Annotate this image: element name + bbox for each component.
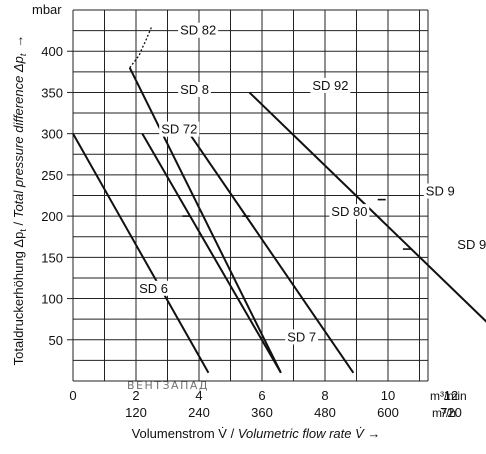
watermark-layer: ВЕНТЗАПАД xyxy=(127,379,209,392)
y-tick-label: 350 xyxy=(41,85,63,100)
x-axis-unit-secondary: m³/h xyxy=(432,406,456,420)
x-tick-label-secondary: 600 xyxy=(377,405,399,420)
series-line-sd-6 xyxy=(72,133,210,374)
y-tick-label: 400 xyxy=(41,44,63,59)
x-axis-label: Volumenstrom V̇ / Volumetric flow rate V… xyxy=(132,426,381,441)
series-line-sd-82 xyxy=(128,67,282,374)
series-label: SD 90 xyxy=(457,237,486,252)
y-axis-label: Totaldruckerhöhung Δpt / Total pressure … xyxy=(11,35,28,366)
y-tick-label: 50 xyxy=(49,333,63,348)
y-axis-unit: mbar xyxy=(32,2,62,17)
series-label: SD 6 xyxy=(139,281,168,296)
axis-layer: 5010015020025030035040002468101214161812… xyxy=(41,44,462,420)
x-tick-label: 8 xyxy=(321,388,328,403)
series-label-bg xyxy=(178,22,219,38)
series-line-sd-92 xyxy=(248,91,486,323)
x-tick-label: 4 xyxy=(195,388,202,403)
series-label-bg xyxy=(310,77,351,93)
series-label: SD 82 xyxy=(180,23,216,38)
x-tick-label-secondary: 480 xyxy=(314,405,336,420)
series-label: SD 72 xyxy=(161,122,197,137)
series-layer xyxy=(72,26,486,374)
x-tick-label: 0 xyxy=(69,388,76,403)
x-tick-label: 12 xyxy=(444,388,458,403)
x-tick-label: 2 xyxy=(132,388,139,403)
x-tick-label: 10 xyxy=(381,388,395,403)
y-tick-label: 150 xyxy=(41,250,63,265)
y-tick-label: 300 xyxy=(41,127,63,142)
series-label-bg xyxy=(423,183,457,199)
grid-layer xyxy=(72,9,429,382)
x-axis-unit-primary: m³/min xyxy=(430,389,467,403)
x-tick-label: 6 xyxy=(258,388,265,403)
x-tick-label-secondary: 120 xyxy=(125,405,147,420)
y-tick-label: 200 xyxy=(41,209,63,224)
label-layer: SD 6 SD 7 SD 72 SD 8 SD 80 SD 82 SD 9 SD 90 SD 9… xyxy=(137,22,486,345)
series-label: SD 7 xyxy=(287,329,316,344)
series-label: SD 80 xyxy=(331,204,367,219)
series-label: SD 9 xyxy=(426,184,455,199)
watermark-text: ВЕНТЗАПАД xyxy=(127,379,209,392)
y-tick-label: 100 xyxy=(41,292,63,307)
series-line-sd-8 xyxy=(188,133,355,374)
series-label-bg xyxy=(178,82,211,98)
y-tick-label: 250 xyxy=(41,168,63,183)
series-label: SD 8 xyxy=(180,82,209,97)
series-label-bg xyxy=(455,237,486,253)
x-tick-label-secondary: 360 xyxy=(251,405,273,420)
series-label-bg xyxy=(285,329,318,345)
series-label-bg xyxy=(137,280,170,296)
series-label: SD 92 xyxy=(312,78,348,93)
x-tick-label-secondary: 720 xyxy=(440,405,462,420)
series-line-sd82-dotted xyxy=(129,26,153,69)
x-tick-label-secondary: 240 xyxy=(188,405,210,420)
series-label-bg xyxy=(329,204,370,220)
series-line-sd-72 xyxy=(141,133,282,374)
series-label-bg xyxy=(159,121,200,137)
